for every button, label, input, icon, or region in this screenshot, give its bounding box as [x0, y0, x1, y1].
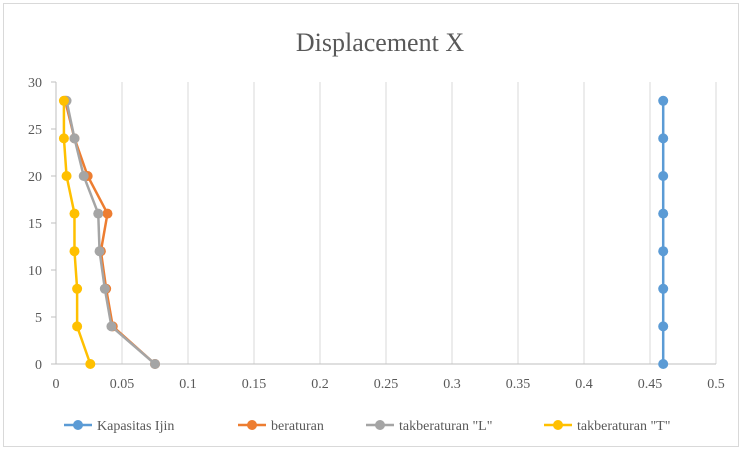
legend-label: Kapasitas Ijin [97, 419, 174, 434]
legend-item: Kapasitas Ijin [64, 419, 174, 434]
data-point [69, 246, 80, 257]
legend-label: beraturan [271, 419, 324, 434]
series-line [62, 100, 92, 365]
y-tick-label: 5 [35, 311, 42, 326]
series-0 [658, 95, 669, 369]
data-point [106, 321, 117, 332]
x-tick-label: 0.35 [506, 377, 531, 392]
data-point [69, 208, 80, 219]
legend-swatch-marker [73, 420, 83, 430]
y-tick-label: 20 [28, 170, 42, 185]
data-point [658, 283, 669, 294]
data-point [72, 321, 83, 332]
legend: Kapasitas Ijin beraturan takberaturan "L" t… [64, 419, 670, 434]
data-point [102, 208, 113, 219]
y-tick-label: 25 [28, 123, 42, 138]
legend-swatch-marker [247, 420, 257, 430]
data-point [94, 246, 105, 257]
data-point [78, 171, 89, 181]
data-point [58, 95, 69, 106]
data-point [658, 95, 669, 106]
legend-item: beraturan [238, 419, 324, 434]
y-tick-label: 0 [35, 358, 42, 373]
legend-label: takberaturan "L" [399, 419, 492, 434]
x-tick-label: 0.1 [179, 377, 197, 392]
series-group [58, 95, 669, 369]
data-point [150, 359, 160, 369]
data-point [93, 208, 104, 219]
x-tick-labels: 0 0.05 0.1 0.15 0.2 0.25 0.3 0.35 0.4 0.45 0.5 [53, 377, 725, 392]
data-point [658, 208, 669, 219]
data-point [72, 283, 83, 294]
axes [51, 81, 716, 365]
x-tick-label: 0 [53, 377, 60, 392]
series-3 [58, 95, 96, 369]
x-tick-label: 0.4 [575, 377, 593, 392]
x-tick-label: 0.05 [110, 377, 135, 392]
data-point [658, 171, 669, 181]
data-point [658, 321, 669, 332]
legend-swatch-marker [375, 420, 385, 430]
data-point [58, 133, 69, 144]
data-point [85, 359, 96, 369]
y-tick-label: 10 [28, 264, 42, 279]
legend-label: takberaturan "T" [577, 419, 670, 434]
data-point [658, 133, 669, 144]
legend-item: takberaturan "L" [366, 419, 492, 434]
legend-item: takberaturan "T" [544, 419, 670, 434]
y-tick-label: 30 [28, 76, 42, 91]
data-point [658, 359, 669, 369]
x-tick-label: 0.2 [311, 377, 329, 392]
y-tick-labels: 0 5 10 15 20 25 30 [28, 76, 42, 373]
data-point [61, 171, 72, 181]
y-tick-label: 15 [28, 217, 42, 232]
x-tick-label: 0.3 [443, 377, 461, 392]
x-tick-label: 0.25 [374, 377, 399, 392]
x-tick-label: 0.15 [242, 377, 267, 392]
legend-swatch-marker [553, 420, 563, 430]
x-tick-label: 0.5 [707, 377, 725, 392]
chart-frame [3, 3, 739, 447]
data-point [658, 246, 669, 257]
x-tick-label: 0.45 [638, 377, 663, 392]
chart-title: Displacement X [296, 28, 464, 57]
series-line [65, 100, 156, 365]
series-2 [61, 95, 160, 369]
data-point [99, 283, 110, 294]
data-point [69, 133, 80, 144]
grid-lines [121, 82, 717, 364]
